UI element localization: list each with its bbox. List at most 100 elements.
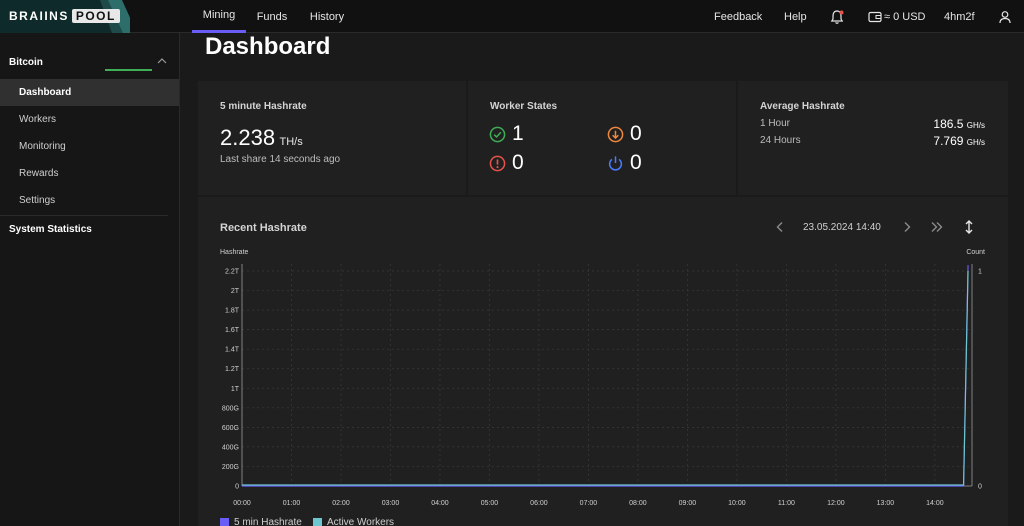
x-tick-label: 04:00: [431, 500, 449, 507]
sidebar-item-system-statistics[interactable]: System Statistics: [9, 223, 92, 235]
sidebar-active-indicator: [105, 69, 152, 71]
username[interactable]: 4hm2f: [944, 10, 975, 23]
workers-ok-count: 1: [512, 122, 524, 145]
legend-active-workers-swatch: [313, 518, 322, 526]
wallet-icon: [868, 11, 882, 22]
hashrate-card: 5 minute Hashrate 2.238 TH/s Last share …: [198, 81, 466, 195]
help-link[interactable]: Help: [784, 10, 807, 23]
workers-off[interactable]: 0: [607, 151, 642, 175]
x-tick-label: 01:00: [283, 500, 301, 507]
y-tick-label: 1.2T: [225, 366, 240, 373]
user-icon: [999, 10, 1011, 23]
hashrate-unit: TH/s: [279, 136, 303, 148]
recent-hashrate-title: Recent Hashrate: [220, 222, 307, 234]
y-tick-label: 600G: [222, 425, 239, 432]
x-tick-label: 05:00: [481, 500, 499, 507]
chevron-up-icon[interactable]: [157, 57, 167, 65]
chevron-right-icon[interactable]: [902, 221, 912, 233]
alert-circle-icon: [489, 155, 506, 171]
hashrate-card-title: 5 minute Hashrate: [220, 101, 307, 112]
sidebar-item-workers[interactable]: Workers: [19, 114, 57, 125]
expand-vertical-icon[interactable]: [964, 220, 974, 234]
tab-mining[interactable]: Mining: [192, 0, 246, 33]
y-tick-label: 1.6T: [225, 327, 240, 334]
sidebar-item-dashboard[interactable]: Dashboard: [0, 79, 179, 106]
sidebar: Bitcoin Dashboard Workers Monitoring Rew…: [0, 33, 180, 526]
power-icon: [608, 155, 623, 171]
workers-off-count: 0: [630, 151, 642, 174]
top-bar: BRAIINS POOL Mining Funds History Feedbac…: [0, 0, 1024, 33]
bell-icon: [830, 9, 844, 24]
y-tick-label: 400G: [222, 444, 239, 451]
workers-ok[interactable]: 1: [489, 122, 524, 146]
check-circle-icon: [489, 126, 506, 142]
y-tick-label: 2.2T: [225, 269, 240, 276]
chevron-left-icon[interactable]: [775, 221, 785, 233]
page-title: Dashboard: [205, 33, 331, 60]
worker-states-card: Worker States 1 0 0 0: [468, 81, 736, 195]
workers-low[interactable]: 0: [607, 122, 642, 146]
chart-date-selector[interactable]: 23.05.2024 14:40: [803, 222, 881, 233]
x-tick-label: 03:00: [382, 500, 400, 507]
workers-low-count: 0: [630, 122, 642, 145]
hashrate-value: 2.238: [220, 125, 276, 150]
sidebar-item-rewards[interactable]: Rewards: [19, 168, 59, 179]
y-tick-label: 0: [235, 484, 239, 491]
avg-1h-label: 1 Hour: [760, 118, 791, 129]
last-share-text: Last share 14 seconds ago: [220, 154, 341, 165]
legend-hashrate[interactable]: 5 min Hashrate: [220, 517, 302, 526]
balance-value: ≈ 0 USD: [884, 10, 926, 23]
recent-hashrate-card: Recent Hashrate 23.05.2024 14:40 Hashrat…: [198, 197, 1008, 526]
x-tick-label: 14:00: [926, 500, 944, 507]
hashrate-chart[interactable]: Hashrate Count 0 200G 400G 600G 800G 1T 1.2T 1.4T…: [198, 197, 1008, 526]
y-tick-label: 200G: [222, 464, 239, 471]
y2-axis-title: Count: [966, 249, 985, 256]
series-line-active-workers: [242, 270, 969, 486]
double-chevron-right-icon[interactable]: [930, 221, 944, 233]
x-tick-label: 06:00: [530, 500, 548, 507]
x-tick-label: 11:00: [778, 500, 795, 507]
avg-1h-value: 186.5 GH/s: [933, 117, 985, 131]
sidebar-item-monitoring[interactable]: Monitoring: [19, 141, 66, 152]
sidebar-item-settings[interactable]: Settings: [19, 195, 56, 206]
account-button[interactable]: [998, 0, 1012, 33]
workers-error-count: 0: [512, 151, 524, 174]
y-tick-label: 800G: [222, 405, 239, 412]
x-tick-label: 09:00: [679, 500, 697, 507]
y-tick-label: 1.8T: [225, 308, 240, 315]
sidebar-group-bitcoin[interactable]: Bitcoin: [9, 56, 43, 68]
workers-error[interactable]: 0: [489, 151, 524, 175]
brand-logo[interactable]: BRAIINS POOL: [0, 0, 130, 33]
series-line-hashrate: [242, 265, 969, 487]
arrow-down-circle-icon: [607, 126, 624, 142]
y-tick-label: 1T: [231, 386, 240, 393]
x-tick-label: 10:00: [728, 500, 746, 507]
legend-hashrate-swatch: [220, 518, 229, 526]
x-tick-label: 08:00: [629, 500, 647, 507]
avg-24h-value: 7.769 GH/s: [933, 134, 985, 148]
legend-active-workers-label: Active Workers: [327, 517, 395, 526]
y2-tick-label: 1: [978, 269, 982, 276]
avg-24h-label: 24 Hours: [760, 135, 801, 146]
notifications-button[interactable]: [829, 0, 845, 33]
x-tick-label: 13:00: [877, 500, 895, 507]
tab-funds[interactable]: Funds: [256, 10, 288, 23]
average-hashrate-title: Average Hashrate: [760, 101, 845, 112]
average-hashrate-card: Average Hashrate 1 Hour 186.5 GH/s 24 Ho…: [738, 81, 1008, 195]
wallet-balance[interactable]: ≈ 0 USD: [868, 0, 926, 33]
hashrate-value-row: 2.238 TH/s: [220, 125, 303, 151]
legend-active-workers[interactable]: Active Workers: [313, 517, 394, 526]
sidebar-divider: [0, 215, 168, 216]
logo-text: BRAIINS POOL: [9, 9, 120, 23]
y-tick-label: 2T: [231, 288, 240, 295]
x-tick-label: 12:00: [827, 500, 845, 507]
y2-tick-label: 0: [978, 484, 982, 491]
x-tick-label: 07:00: [580, 500, 598, 507]
x-tick-label: 02:00: [332, 500, 350, 507]
worker-states-title: Worker States: [490, 101, 558, 112]
y-axis-title: Hashrate: [220, 249, 249, 256]
feedback-link[interactable]: Feedback: [714, 10, 763, 23]
tab-history[interactable]: History: [309, 10, 345, 23]
x-tick-label: 00:00: [233, 500, 251, 507]
y-tick-label: 1.4T: [225, 347, 240, 354]
